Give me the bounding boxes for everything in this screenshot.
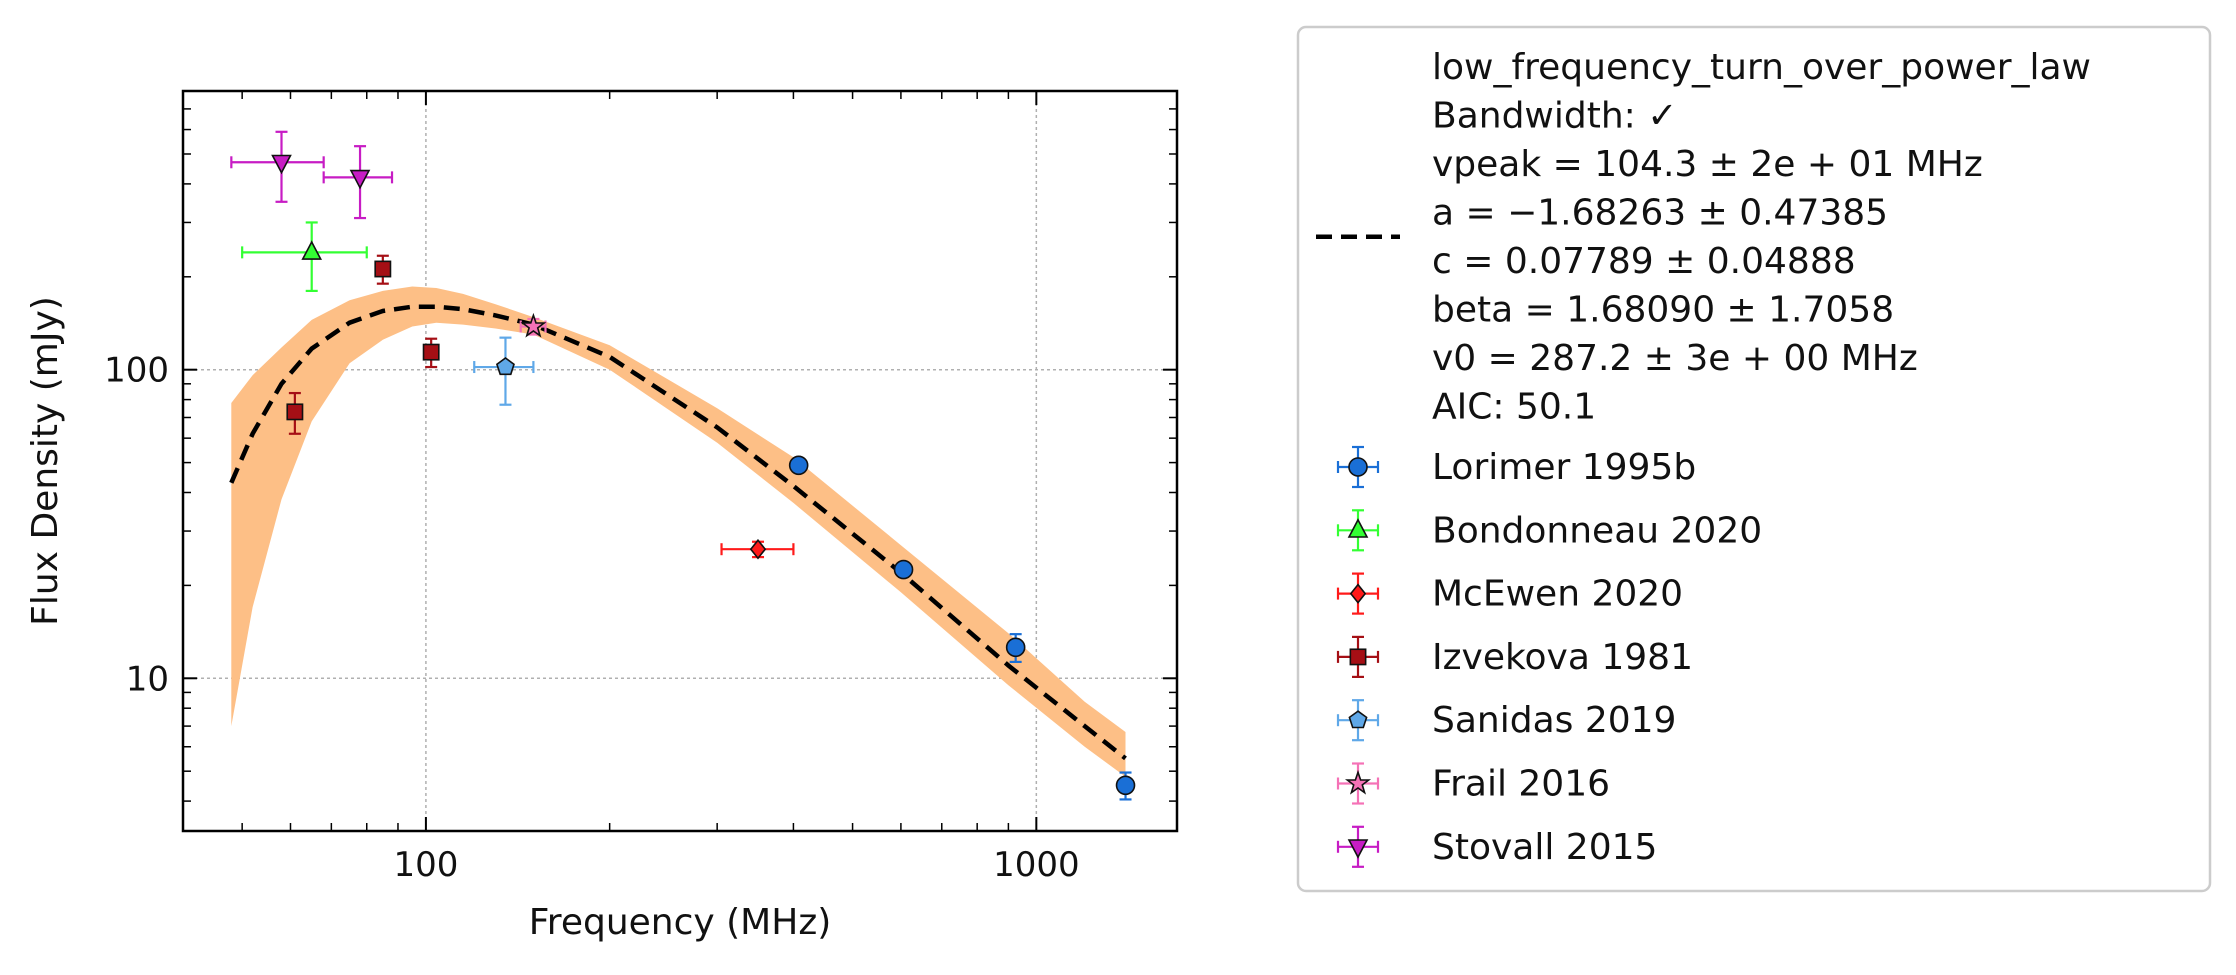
data-point xyxy=(749,538,767,560)
x-tick-label: 1000 xyxy=(993,845,1080,885)
series-lorimer-1995b xyxy=(788,455,1136,801)
legend-series-label: Izvekova 1981 xyxy=(1432,637,1693,678)
fit-band-area xyxy=(231,286,1126,777)
legend-series-label: Stovall 2015 xyxy=(1432,827,1657,868)
fit-line-layer xyxy=(229,304,1127,761)
legend-fit-label-line: beta = 1.68090 ± 1.7058 xyxy=(1432,290,1894,331)
data-point xyxy=(374,260,392,278)
legend-fit-label-line: v0 = 287.2 ± 3e + 00 MHz xyxy=(1432,338,1918,379)
data-point xyxy=(1005,637,1026,658)
legend-series-label: Bondonneau 2020 xyxy=(1432,510,1762,551)
x-tick-label: 100 xyxy=(393,845,458,885)
legend-entry: Stovall 2015 xyxy=(1336,825,1657,868)
legend-entry: Izvekova 1981 xyxy=(1336,635,1693,679)
y-tick-label: 10 xyxy=(126,659,169,699)
data-points xyxy=(230,130,1136,801)
legend-fit-label-line: c = 0.07789 ± 0.04888 xyxy=(1432,241,1856,282)
legend-series-label: Frail 2016 xyxy=(1432,764,1610,805)
series-mcewen-2020 xyxy=(720,538,795,560)
series-frail-2016 xyxy=(519,312,547,338)
legend-series-label: Sanidas 2019 xyxy=(1432,700,1676,741)
legend-marker xyxy=(1347,839,1369,859)
legend-entry: Bondonneau 2020 xyxy=(1336,509,1762,552)
legend-entry: Frail 2016 xyxy=(1336,762,1610,805)
data-point xyxy=(893,559,914,580)
legend-fit-label-line: vpeak = 104.3 ± 2e + 01 MHz xyxy=(1432,144,1983,185)
legend-series-label: McEwen 2020 xyxy=(1432,574,1683,615)
fit-uncertainty-band xyxy=(231,286,1126,777)
legend-marker xyxy=(1348,457,1368,477)
legend-box xyxy=(1296,25,2212,893)
legend-entry: McEwen 2020 xyxy=(1336,572,1683,615)
y-axis-label: Flux Density (mJy) xyxy=(25,296,66,626)
legend-marker xyxy=(1349,648,1367,666)
data-point xyxy=(495,357,515,376)
series-sanidas-2019 xyxy=(473,336,535,406)
legend-marker xyxy=(1349,583,1367,604)
data-point xyxy=(422,343,440,361)
axis-ticks: 100 1000 10 100 xyxy=(104,90,1177,885)
data-point xyxy=(1115,775,1136,796)
y-tick-label: 100 xyxy=(104,351,169,391)
legend-fit-label-line: low_frequency_turn_over_power_law xyxy=(1432,47,2091,88)
data-point xyxy=(301,240,323,260)
series-bondonneau-2020 xyxy=(241,221,368,293)
legend: low_frequency_turn_over_power_law Bandwid… xyxy=(1296,25,2212,893)
plot-frame xyxy=(181,89,1179,833)
legend-marker xyxy=(1347,518,1369,538)
legend-series-label: Lorimer 1995b xyxy=(1432,447,1696,488)
legend-marker xyxy=(1344,769,1372,795)
legend-fit-label-line: AIC: 50.1 xyxy=(1432,387,1596,428)
legend-fit-label-line: a = −1.68263 ± 0.47385 xyxy=(1432,193,1888,234)
data-point xyxy=(286,403,304,421)
x-axis-label: Frequency (MHz) xyxy=(529,902,832,943)
data-point xyxy=(349,169,371,190)
legend-entry: Lorimer 1995b xyxy=(1336,445,1696,489)
legend-entry: Sanidas 2019 xyxy=(1336,699,1676,742)
legend-marker xyxy=(1348,710,1368,729)
data-point xyxy=(271,154,292,175)
legend-fit-label-line: Bandwidth: ✓ xyxy=(1432,96,1677,137)
fit-line xyxy=(229,304,1127,761)
data-point xyxy=(520,312,547,338)
data-point xyxy=(788,455,809,476)
series-izvekova-1981 xyxy=(286,254,440,435)
series-stovall-2015 xyxy=(230,130,394,220)
